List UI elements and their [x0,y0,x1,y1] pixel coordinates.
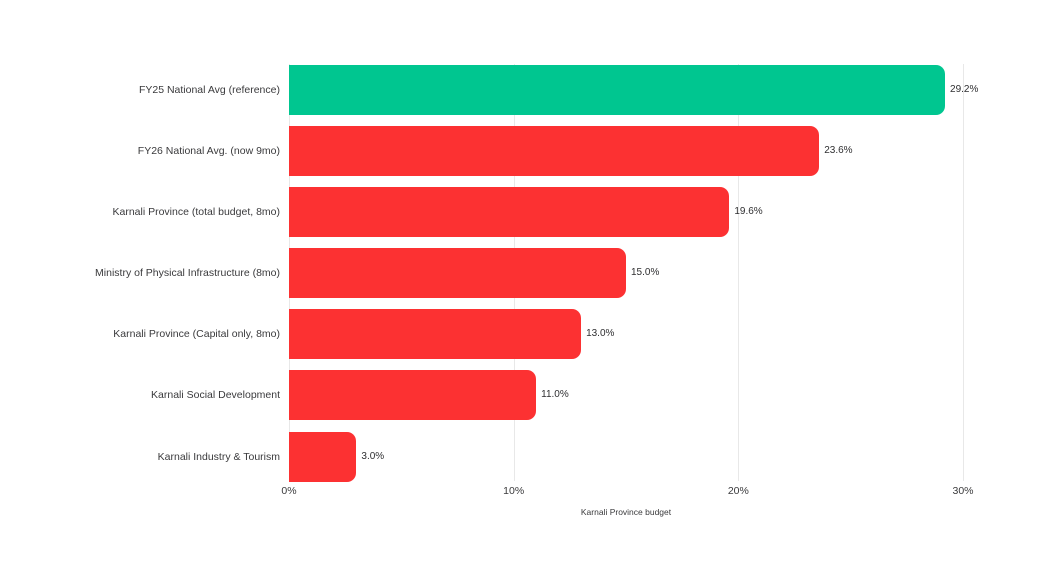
bar-row: Karnali Province (total budget, 8mo) 19.6… [0,186,1043,237]
bar [289,431,357,482]
bar-row: FY25 National Avg (reference) 29.2% [0,64,1043,115]
bar-track: 23.6% [289,125,1043,176]
value-label: 15.0% [631,267,660,278]
category-label: Karnali Industry & Tourism [157,450,280,463]
x-tick-label: 20% [727,485,749,497]
x-axis-title: Karnali Province budget [580,507,672,517]
value-label: 3.0% [361,450,385,462]
bar-track: 3.0% [289,431,1043,482]
x-tick-label: 10% [503,485,525,497]
value-label: 13.0% [586,328,615,340]
bar-row: FY26 National Avg. (now 9mo) 23.6% [0,125,1043,176]
bar [289,125,820,176]
bar [289,370,537,421]
category-label: Ministry of Physical Infrastructure (8mo… [95,267,280,279]
bar [289,309,582,360]
value-label: 11.0% [541,389,569,401]
bar-row: Karnali Industry & Tourism 3.0% [0,431,1043,482]
value-label: 19.6% [734,205,763,217]
value-label: 23.6% [824,144,853,156]
bar-track: 29.2% [289,64,1043,115]
bar-row: Ministry of Physical Infrastructure (8mo… [0,248,1043,298]
x-tick-label: 30% [952,485,974,497]
bar [289,64,946,115]
category-label: FY25 National Avg (reference) [138,83,280,96]
bar [289,186,730,237]
gridline [963,64,964,481]
bar-track: 19.6% [289,186,1043,237]
bar [289,248,626,298]
category-label: Karnali Social Development [151,389,280,402]
category-label: Karnali Province (total budget, 8mo) [112,205,280,218]
category-label: Karnali Province (Capital only, 8mo) [113,328,280,341]
gridline [738,64,740,481]
bar-row: Karnali Province (Capital only, 8mo) 13.0… [0,309,1043,360]
bar-row: Karnali Social Development 11.0% [0,370,1043,421]
x-tick-label: 0% [281,485,297,497]
value-label: 29.2% [950,83,979,95]
category-label: FY26 National Avg. (now 9mo) [137,144,280,157]
bar-track: 11.0% [289,370,1043,421]
bar-track: 13.0% [289,309,1043,360]
bar-track: 15.0% [289,248,1043,298]
